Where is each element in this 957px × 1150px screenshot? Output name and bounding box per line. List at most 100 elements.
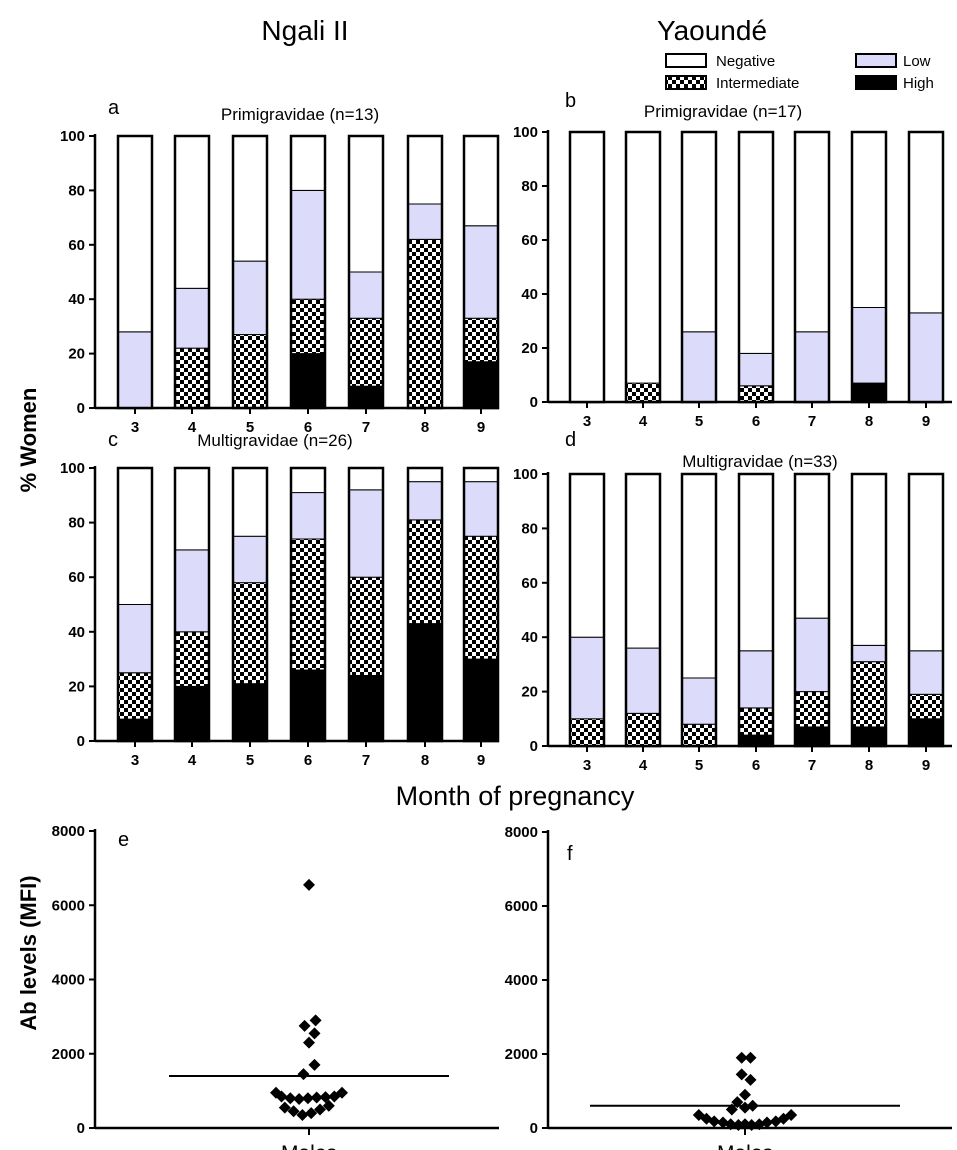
data-point — [336, 1086, 348, 1099]
y-tick-label: 6000 — [505, 898, 538, 915]
y-tick-label: 0 — [530, 1120, 538, 1137]
x-tick-label: 9 — [477, 752, 485, 769]
y-tick-label: 100 — [513, 124, 538, 141]
x-category-label: Males — [281, 1142, 337, 1150]
data-point — [769, 1115, 782, 1128]
panel-letter: e — [118, 829, 129, 851]
y-tick-label: 20 — [68, 678, 85, 695]
y-axis-label-ab-levels: Ab levels (MFI) — [16, 875, 41, 1030]
x-tick-label: 4 — [188, 419, 197, 436]
bar-segment-low — [290, 189, 326, 300]
panel-b: b 0 20 40 60 80 100 Primigravidae (n=17) 3 4 5 6 7 8 9 — [513, 90, 952, 430]
x-axis-label-month: Month of pregnancy — [396, 781, 635, 811]
legend: Negative Intermediate Low High — [665, 53, 934, 92]
bar-segment-low — [681, 677, 717, 725]
x-tick-label: 5 — [246, 752, 254, 769]
data-point — [725, 1103, 738, 1116]
bar-segment-low — [908, 650, 944, 695]
data-point — [297, 1068, 310, 1081]
data-point — [724, 1118, 737, 1131]
data-point — [744, 1051, 757, 1064]
data-point — [278, 1101, 291, 1114]
bar-segment-negative — [569, 473, 605, 638]
y-tick-label: 40 — [68, 624, 85, 641]
data-point — [322, 1099, 335, 1112]
x-tick-label: 7 — [808, 413, 816, 430]
data-point — [275, 1090, 288, 1103]
y-tick-label: 20 — [521, 684, 538, 701]
panel-title: Multigravidae (n=26) — [197, 431, 352, 450]
data-point — [296, 1109, 309, 1122]
bar-segment-negative — [908, 473, 944, 652]
x-tick-label: 9 — [922, 757, 930, 774]
y-tick-label: 20 — [521, 340, 538, 357]
y-tick-label: 60 — [521, 232, 538, 249]
panel-title: Primigravidae (n=13) — [221, 105, 379, 124]
bar-segment-high — [738, 734, 774, 747]
data-point — [293, 1093, 306, 1106]
bar-segment-intermediate — [463, 317, 499, 363]
bar-segment-low — [794, 617, 830, 693]
panel-letter: a — [108, 97, 120, 119]
y-tick-label: 60 — [521, 575, 538, 592]
bar-segment-intermediate — [348, 576, 384, 676]
bar-segment-low — [232, 535, 268, 584]
bar-segment-high — [232, 683, 268, 742]
bar-segment-low — [908, 312, 944, 403]
panel-a: a 0 20 40 60 80 100 Primigravidae (n=13) 3 4 5 6 7 8 9 — [60, 97, 500, 436]
bar-segment-negative — [908, 131, 944, 314]
data-point — [739, 1118, 751, 1131]
bar-segment-high — [348, 385, 384, 409]
site-title-yaounde: Yaoundé — [657, 15, 767, 46]
bar-segment-low — [407, 481, 443, 521]
bar-segment-low — [463, 481, 499, 537]
panel-letter: f — [567, 843, 573, 865]
panel-letter: c — [108, 429, 118, 451]
y-tick-label: 80 — [68, 182, 85, 199]
bar-segment-negative — [851, 131, 887, 308]
x-tick-label: 9 — [477, 419, 485, 436]
bar-segment-negative — [569, 131, 605, 403]
bar-segment-intermediate — [738, 385, 774, 403]
bar-segment-negative — [117, 135, 153, 333]
bar-segment-negative — [290, 135, 326, 191]
bar-segment-low — [407, 203, 443, 240]
panel-c: c 0 20 40 60 80 100 Multigravidae (n=26) 3 4 5 6 7 8 9 — [60, 429, 500, 769]
bar-segment-negative — [794, 131, 830, 333]
x-tick-label: 5 — [695, 757, 703, 774]
legend-label-low: Low — [903, 53, 931, 70]
bar-segment-low — [290, 492, 326, 540]
bar-segment-high — [117, 718, 153, 742]
y-tick-label: 8000 — [505, 824, 538, 841]
panel-letter: d — [565, 429, 576, 451]
x-tick-label: 4 — [639, 413, 648, 430]
bar-segment-negative — [232, 135, 268, 262]
bar-segment-negative — [290, 467, 326, 494]
legend-label-intermediate: Intermediate — [716, 75, 799, 92]
bar-segment-low — [625, 647, 661, 714]
y-tick-label: 100 — [60, 460, 85, 477]
bar-segment-low — [174, 287, 210, 349]
bar-segment-high — [348, 674, 384, 742]
bar-segment-intermediate — [117, 672, 153, 720]
bar-segment-negative — [407, 467, 443, 483]
bar-segment-intermediate — [794, 691, 830, 728]
bar-segment-negative — [174, 135, 210, 289]
bar-segment-negative — [463, 135, 499, 227]
bar-segment-intermediate — [851, 661, 887, 728]
x-tick-label: 4 — [639, 757, 648, 774]
data-point — [753, 1118, 766, 1131]
bar-segment-negative — [794, 473, 830, 619]
data-point — [739, 1101, 751, 1114]
data-point — [310, 1091, 323, 1104]
bar-segment-low — [117, 604, 153, 674]
x-tick-label: 7 — [362, 752, 370, 769]
bar-segment-negative — [625, 473, 661, 649]
bar-segment-high — [463, 658, 499, 742]
x-tick-label: 5 — [246, 419, 254, 436]
y-tick-label: 40 — [521, 629, 538, 646]
bar-segment-high — [174, 685, 210, 742]
x-tick-label: 7 — [362, 419, 370, 436]
